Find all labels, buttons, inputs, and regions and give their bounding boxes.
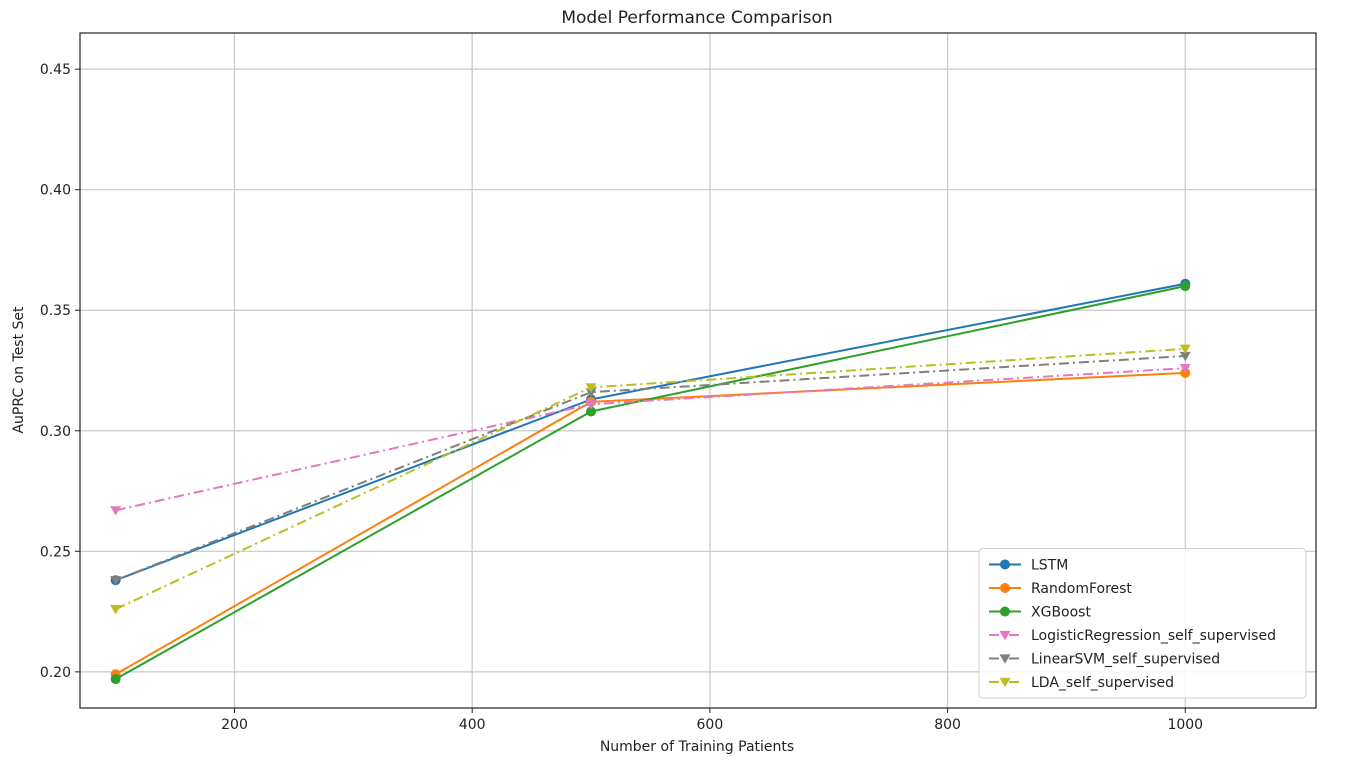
y-tick-label: 0.35 [40,303,71,319]
data-point [110,674,121,685]
chart-title: Model Performance Comparison [561,8,832,28]
data-point [585,388,597,398]
series-lines [110,278,1191,685]
data-point [110,506,122,516]
x-tick-label: 1000 [1167,717,1203,733]
x-axis-label: Number of Training Patients [600,739,794,755]
data-point [1179,363,1191,374]
series-logisticregression-self-supervised [110,363,1191,516]
legend-marker [999,630,1011,641]
axes: 200 400 600 800 1000 0.20 0.25 0.30 0.35 0.40 0.45 [40,32,1317,733]
legend-marker [999,654,1011,664]
plot-frame [79,32,1317,709]
legend-label: LogisticRegression_self_supervised [1031,628,1276,644]
series-line [115,282,1186,582]
legend-label: RandomForest [1031,581,1132,597]
legend-label: XGBoost [1031,605,1091,621]
series-line [115,367,1186,512]
y-tick-label: 0.20 [40,665,71,681]
legend-marker [999,677,1011,688]
legend-box [978,548,1307,699]
legend-marker [1000,606,1010,617]
y-tick-label: 0.25 [40,544,71,560]
y-axis-label: AuPRC on Test Set [11,306,27,434]
x-tick-label: 400 [459,717,486,733]
data-point [110,576,122,586]
series-lda-self-supervised [110,344,1191,615]
x-tick-label: 200 [221,717,248,733]
y-tick-label: 0.30 [40,424,71,440]
x-tick-label: 800 [934,717,961,733]
y-tick-label: 0.40 [40,183,71,199]
series-linearsvm-self-supervised [110,351,1191,586]
legend-label: LSTM [1031,558,1068,574]
data-point [586,406,597,417]
series-line [115,355,1186,582]
series-xgboost [110,281,1191,685]
data-point [110,605,122,615]
data-point [585,400,597,410]
data-point [1179,344,1191,355]
data-point [1180,281,1191,292]
data-point [1179,351,1191,362]
legend-label: LinearSVM_self_supervised [1031,652,1220,668]
x-tick-label: 600 [697,717,724,733]
legend: LSTM RandomForest XGBoost LogisticRegressio… [978,548,1307,699]
series-lstm [110,278,1191,586]
legend-marker [1000,559,1010,570]
legend-label: LDA_self_supervised [1031,675,1174,691]
legend-marker [1000,583,1010,593]
data-point [585,383,597,393]
y-tick-label: 0.45 [40,62,71,78]
